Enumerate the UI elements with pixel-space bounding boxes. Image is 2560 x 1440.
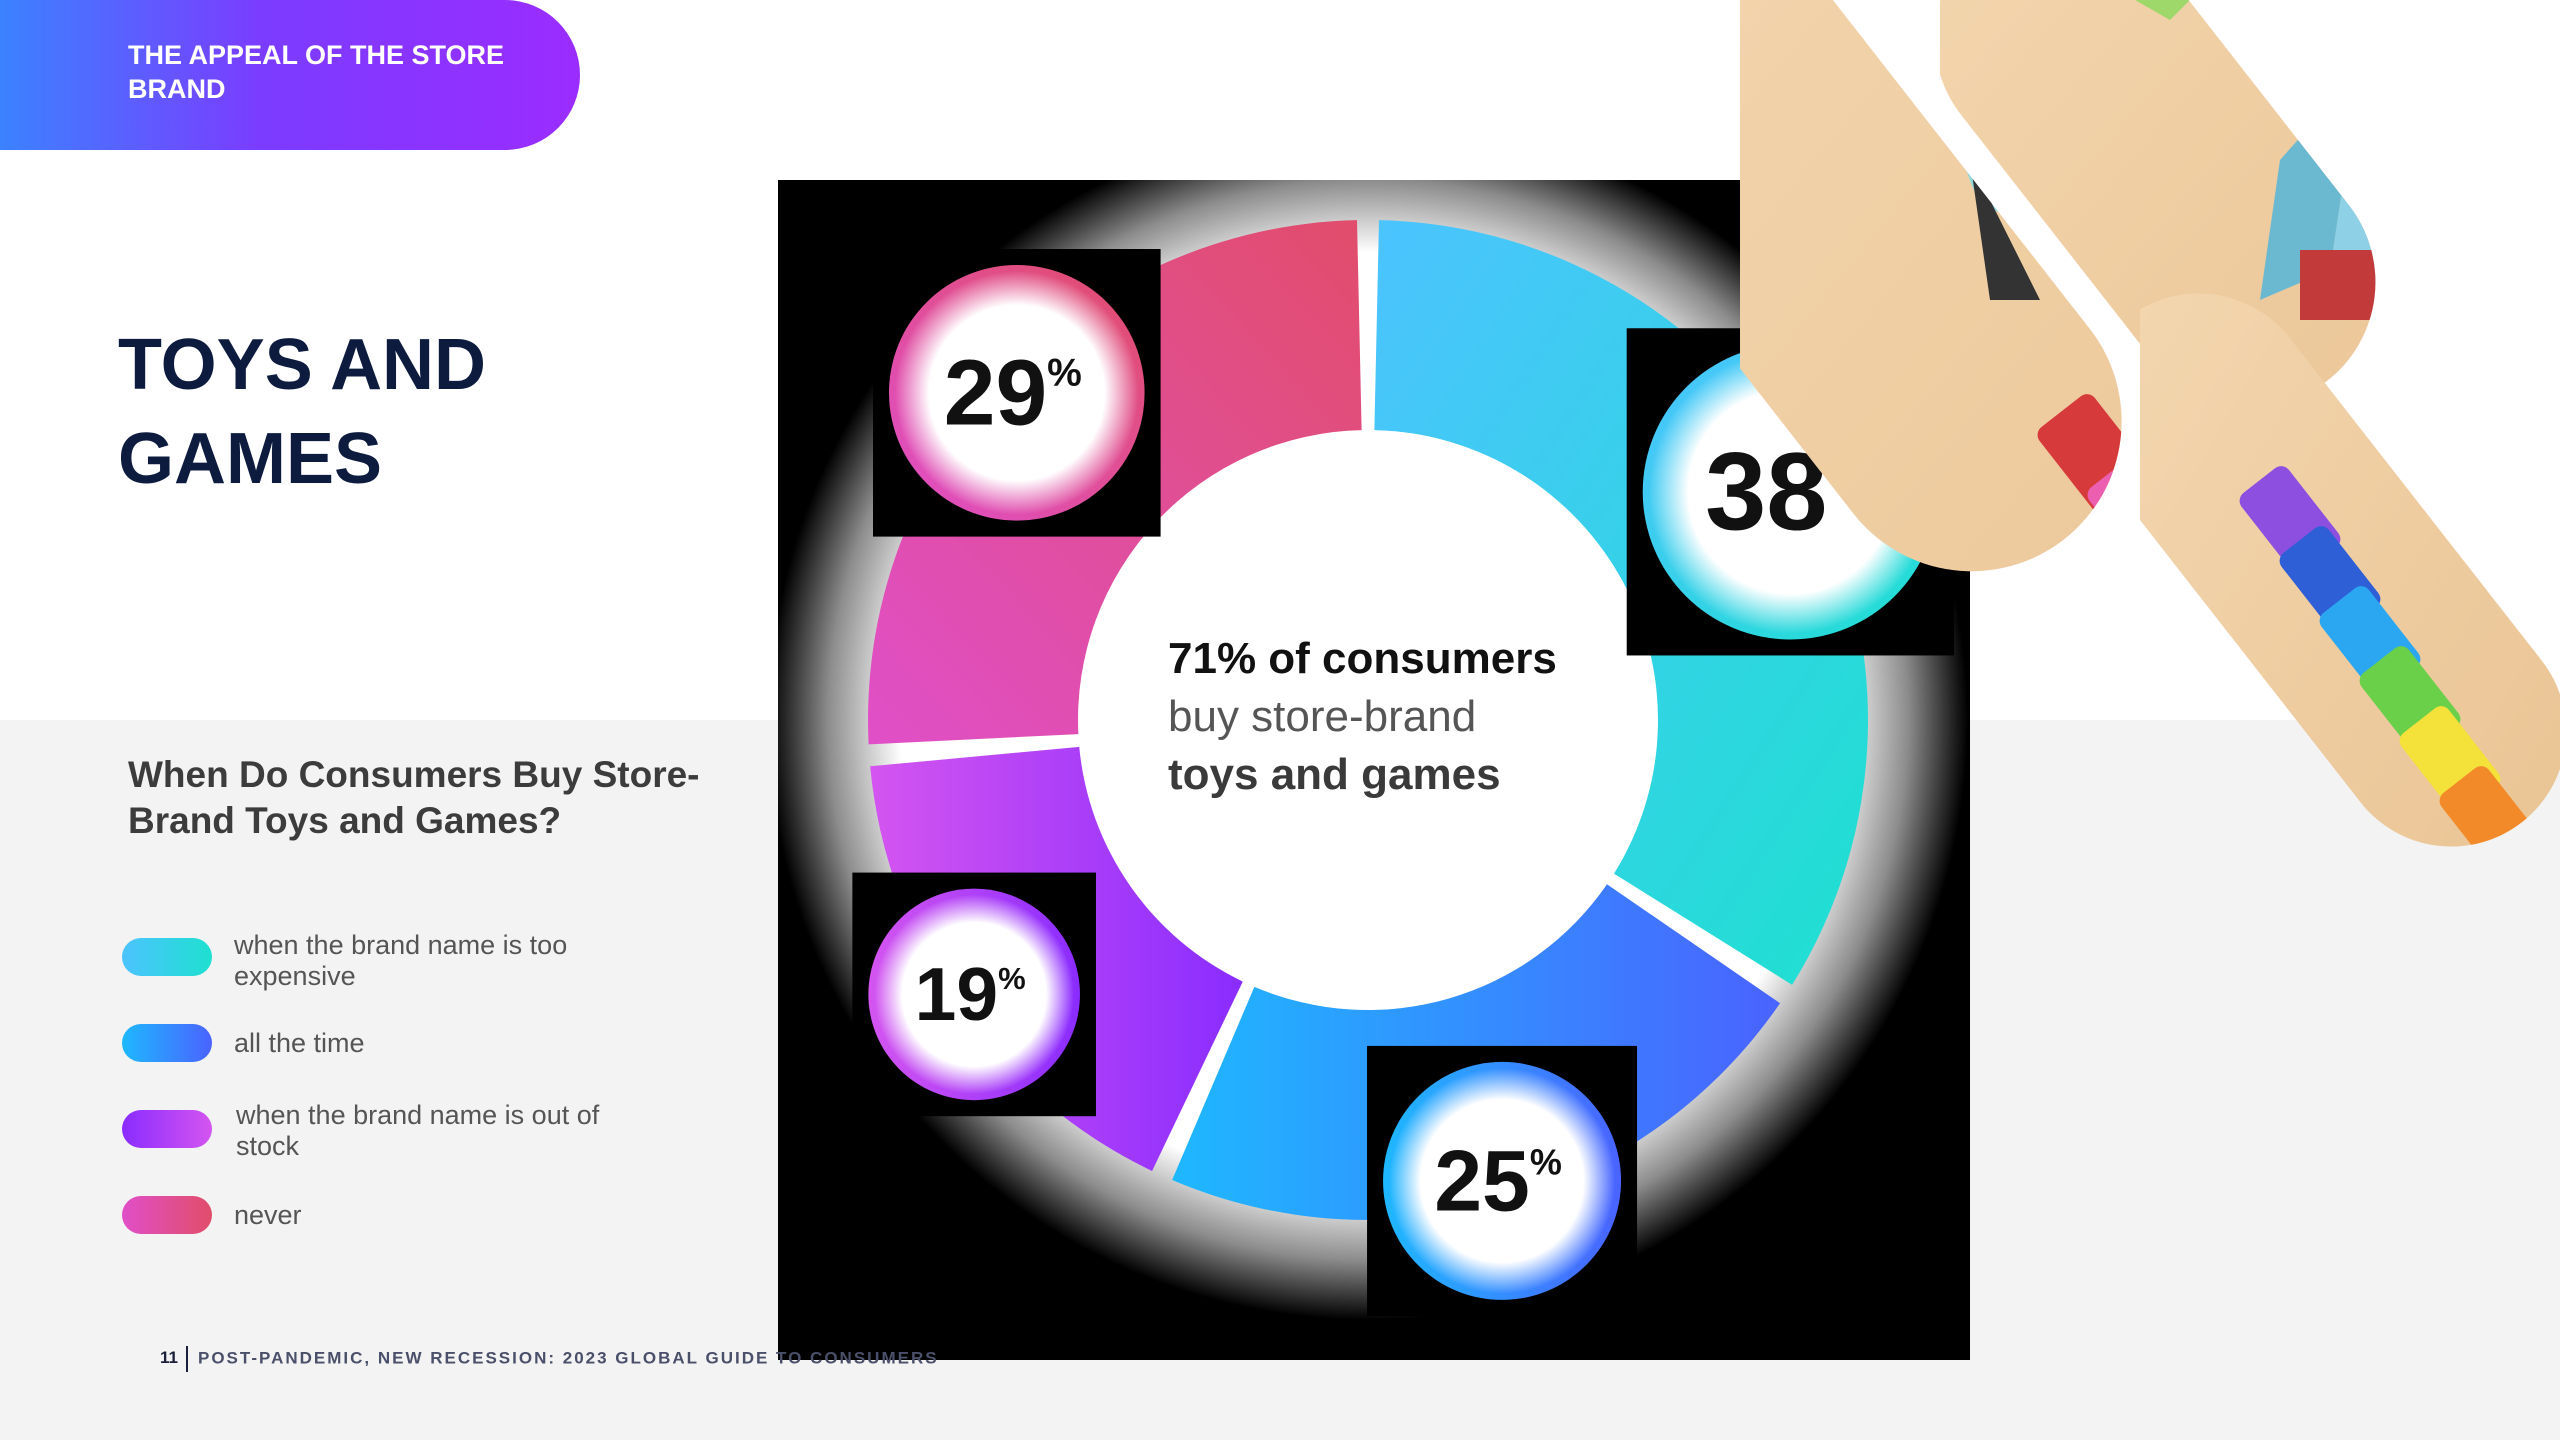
- page-number: 11: [160, 1348, 178, 1368]
- toys-photo-collage: [1740, 0, 2560, 893]
- callout-circle-never: [894, 271, 1139, 515]
- center-summary: 71% of consumers buy store-brand toys an…: [1168, 630, 1628, 804]
- center-line-category: toys and games: [1168, 750, 1501, 799]
- legend-label: never: [234, 1200, 302, 1230]
- legend-swatch: [122, 1024, 212, 1062]
- legend-label: all the time: [234, 1028, 365, 1058]
- page-title: TOYS AND GAMES: [118, 325, 487, 499]
- footer-title: POST-PANDEMIC, NEW RECESSION: 2023 GLOBA…: [197, 1348, 939, 1368]
- section-tag-label: THE APPEAL OF THE STORE BRAND: [128, 40, 505, 104]
- chart-subtitle: When Do Consumers Buy Store-Brand Toys a…: [128, 754, 700, 841]
- center-line-highlight: 71% of consumers: [1168, 634, 1557, 683]
- legend-swatch: [122, 1110, 212, 1148]
- legend-swatch: [122, 1196, 212, 1234]
- legend-label: when the brand name is out of stock: [236, 1100, 600, 1161]
- page-footer: 11 POST-PANDEMIC, NEW RECESSION: 2023 GLO…: [160, 1346, 1160, 1372]
- callout-circle-out-of-stock: [874, 894, 1074, 1095]
- footer-divider: [185, 1346, 188, 1372]
- donut-chart: 38%25%19%29%: [778, 180, 1970, 1360]
- data-label-out-of-stock: 19%: [915, 952, 1026, 1036]
- legend-label: when the brand name is too expensive: [234, 930, 568, 991]
- section-tag: THE APPEAL OF THE STORE BRAND: [0, 0, 580, 150]
- center-line-middle: buy store-brand: [1168, 692, 1477, 741]
- legend-swatch: [122, 938, 212, 976]
- callout-circle-all-the-time: [1389, 1067, 1616, 1294]
